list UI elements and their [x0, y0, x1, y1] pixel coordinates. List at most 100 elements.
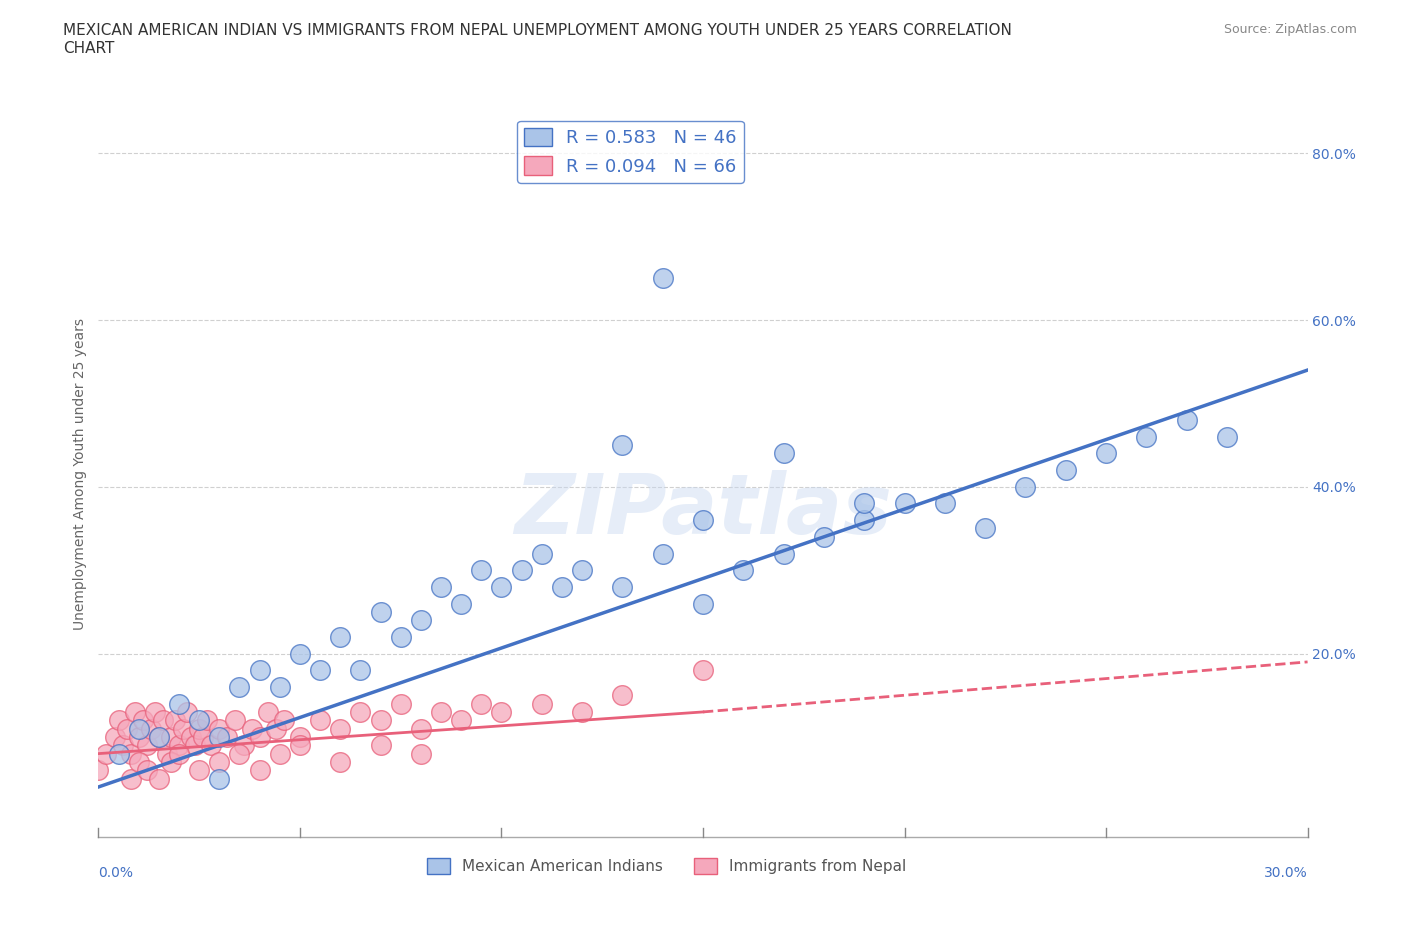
Point [184, 737, 207, 752]
Point [156, 746, 179, 761]
Point [491, 579, 513, 594]
Point [491, 705, 513, 720]
Point [148, 729, 170, 744]
Point [152, 712, 174, 727]
Point [208, 754, 231, 769]
Point [571, 563, 593, 578]
Point [264, 721, 287, 736]
Point [692, 663, 714, 678]
Text: 0.0%: 0.0% [98, 866, 134, 880]
Point [1175, 413, 1198, 428]
Point [193, 729, 215, 744]
Point [249, 663, 271, 678]
Point [470, 697, 492, 711]
Point [934, 496, 956, 511]
Point [329, 721, 352, 736]
Point [228, 746, 250, 761]
Point [273, 712, 295, 727]
Point [188, 721, 211, 736]
Point [430, 579, 453, 594]
Point [651, 271, 673, 286]
Point [1095, 446, 1118, 461]
Point [249, 763, 271, 777]
Point [571, 705, 593, 720]
Point [269, 680, 291, 695]
Point [167, 737, 190, 752]
Point [288, 737, 311, 752]
Point [176, 705, 198, 720]
Point [160, 729, 183, 744]
Point [135, 763, 157, 777]
Point [772, 446, 794, 461]
Point [329, 754, 352, 769]
Point [692, 512, 714, 527]
Point [1135, 430, 1157, 445]
Point [349, 663, 371, 678]
Point [612, 579, 634, 594]
Point [96, 746, 118, 761]
Text: 30.0%: 30.0% [1264, 866, 1308, 880]
Point [853, 496, 876, 511]
Point [389, 697, 412, 711]
Point [240, 721, 263, 736]
Point [132, 712, 155, 727]
Legend: Mexican American Indians, Immigrants from Nepal: Mexican American Indians, Immigrants fro… [422, 852, 912, 880]
Point [813, 529, 835, 544]
Point [370, 604, 392, 619]
Point [200, 737, 222, 752]
Point [217, 729, 239, 744]
Point [651, 546, 673, 561]
Point [733, 563, 755, 578]
Point [772, 546, 794, 561]
Point [128, 729, 150, 744]
Point [329, 630, 352, 644]
Point [288, 646, 311, 661]
Point [370, 737, 392, 752]
Point [430, 705, 453, 720]
Point [370, 712, 392, 727]
Point [172, 721, 194, 736]
Point [120, 746, 142, 761]
Point [612, 438, 634, 453]
Y-axis label: Unemployment Among Youth under 25 years: Unemployment Among Youth under 25 years [73, 318, 87, 631]
Point [1054, 463, 1077, 478]
Point [160, 754, 183, 769]
Point [167, 697, 190, 711]
Point [148, 771, 170, 786]
Point [148, 729, 170, 744]
Point [232, 737, 254, 752]
Point [224, 712, 246, 727]
Point [974, 521, 997, 536]
Point [188, 763, 211, 777]
Text: Source: ZipAtlas.com: Source: ZipAtlas.com [1223, 23, 1357, 36]
Point [893, 496, 915, 511]
Point [349, 705, 371, 720]
Point [612, 688, 634, 703]
Point [180, 729, 202, 744]
Point [309, 712, 332, 727]
Point [1216, 430, 1239, 445]
Point [188, 712, 211, 727]
Point [103, 729, 125, 744]
Point [120, 771, 142, 786]
Point [692, 596, 714, 611]
Point [269, 746, 291, 761]
Point [409, 613, 432, 628]
Point [389, 630, 412, 644]
Point [128, 721, 150, 736]
Text: MEXICAN AMERICAN INDIAN VS IMMIGRANTS FROM NEPAL UNEMPLOYMENT AMONG YOUTH UNDER : MEXICAN AMERICAN INDIAN VS IMMIGRANTS FR… [63, 23, 1012, 56]
Point [163, 712, 186, 727]
Point [409, 721, 432, 736]
Point [128, 754, 150, 769]
Point [853, 512, 876, 527]
Point [124, 705, 146, 720]
Text: ZIPatlas: ZIPatlas [515, 470, 891, 551]
Point [208, 721, 231, 736]
Point [530, 546, 553, 561]
Point [1014, 479, 1036, 494]
Point [111, 737, 134, 752]
Point [143, 705, 166, 720]
Point [249, 729, 271, 744]
Point [195, 712, 218, 727]
Point [87, 763, 110, 777]
